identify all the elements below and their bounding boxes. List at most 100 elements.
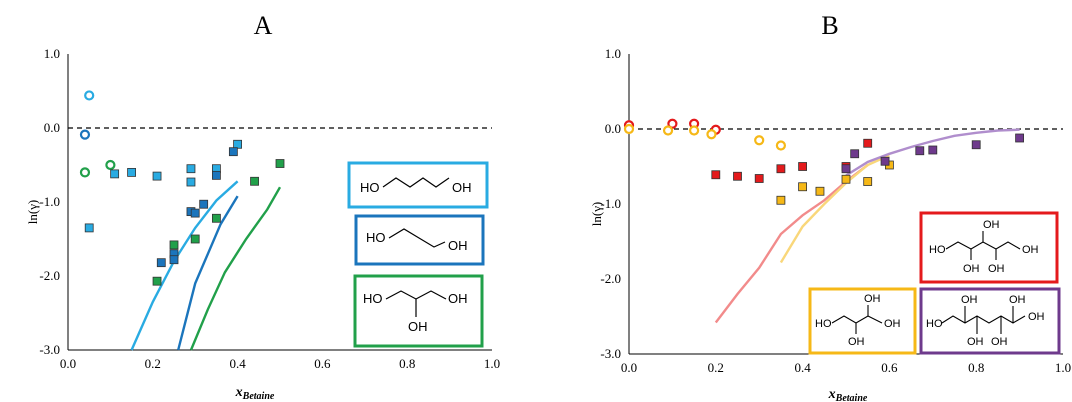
legend-b-0-label-2: OH — [1022, 244, 1039, 256]
legend-a-2-label-1: OH — [448, 291, 468, 306]
panel-b-y-tick-label: 0.0 — [605, 121, 621, 136]
panel-b-model-line-1 — [779, 154, 890, 264]
legend-b-1-label-2: OH — [884, 318, 901, 330]
legend-box-sorbitol-like: OH OH HO OH OH OH — [919, 287, 1061, 355]
panel-b-open-circle-point — [623, 123, 635, 135]
panel-a-x-tick-label: 1.0 — [484, 356, 500, 371]
panel-b-x-tick-label: 0.0 — [621, 360, 637, 375]
panel-b-x-tick-label: 1.0 — [1055, 360, 1071, 375]
legend-b-0-label-1: HO — [929, 244, 946, 256]
panel-a-y-tick-label: 0.0 — [44, 120, 60, 135]
panel-a-square-point — [233, 139, 243, 149]
legend-b-2-label-3: OH — [1028, 311, 1045, 323]
panel-b-title: B — [821, 11, 838, 40]
panel-b-open-circle-point — [775, 140, 787, 151]
panel-a-square-point — [250, 176, 259, 186]
panel-a: A ln(γ) xBetaine 0.0 0.2 0.4 0.6 0.8 1.0 1.0 0.… — [25, 11, 500, 402]
panel-a-square-point — [275, 159, 285, 168]
panel-a-x-tick-label: 0.8 — [399, 356, 415, 371]
legend-b-1-label-1: HO — [815, 318, 832, 330]
legend-a-2-label-0: HO — [363, 291, 383, 306]
panel-b-square-point — [1015, 133, 1024, 143]
panel-b-y-tick-label: -1.0 — [600, 196, 621, 211]
legend-box-glycerol: HO OH OH — [353, 274, 484, 348]
legend-box-ethylene-glycol: HO OH — [354, 214, 485, 266]
panel-b-square-point — [733, 171, 742, 181]
panel-a-square-point — [169, 240, 179, 250]
panel-a-square-point — [156, 258, 166, 268]
panel-a-square-point — [190, 234, 200, 244]
panel-a-square-point — [199, 199, 209, 209]
panel-a-open-circle-point — [84, 90, 95, 101]
panel-b-model-line-0 — [714, 164, 869, 324]
panel-a-y-tick-label: -3.0 — [39, 342, 60, 357]
panel-a-y-tick-label: 1.0 — [44, 46, 60, 61]
panel-b-y-tick-label: -3.0 — [600, 346, 621, 361]
panel-a-square-point — [110, 169, 120, 179]
legend-b-2-label-2: HO — [926, 318, 943, 330]
legend-b-2-label-0: OH — [961, 294, 978, 306]
panel-b-x-axis-label: xBetaine — [828, 387, 868, 402]
panel-b-square-point — [798, 182, 807, 192]
panel-b-square-point — [863, 177, 873, 186]
panel-b-square-point — [841, 174, 851, 184]
legend-a-2-label-2: OH — [408, 319, 428, 334]
panel-a-x-tick-label: 0.4 — [229, 356, 246, 371]
panel-b-x-tick-label: 0.2 — [708, 360, 724, 375]
panel-b-square-point — [850, 149, 860, 159]
panel-a-x-tick-label: 0.6 — [314, 356, 331, 371]
legend-box-xylitol-like: OH HO OH OH OH — [919, 211, 1059, 284]
panel-b-square-point — [798, 162, 807, 171]
legend-a-0-label-0: HO — [360, 180, 380, 195]
panel-a-square-point — [169, 255, 179, 265]
legend-b-0-label-4: OH — [988, 263, 1005, 275]
panel-b-square-point — [915, 146, 925, 156]
panel-b: B ln(γ) xBetaine 0.0 0.2 0.4 0.6 0.8 1.0 1.0 0.… — [589, 11, 1071, 402]
panel-b-square-point — [841, 164, 851, 174]
legend-b-0-label-3: OH — [963, 263, 980, 275]
legend-b-2-label-5: OH — [991, 336, 1008, 348]
panel-a-open-circle-point — [105, 159, 116, 171]
panel-b-open-circle-point — [662, 125, 674, 136]
panel-b-square-point — [971, 140, 981, 150]
panel-b-open-circle-point — [667, 118, 678, 129]
panel-b-model-line-2 — [845, 128, 1020, 177]
panel-a-square-point — [186, 177, 196, 187]
panel-a-y-tick-label: -1.0 — [39, 194, 60, 209]
panel-b-open-circle-point — [688, 125, 700, 136]
panel-a-square-point — [152, 171, 162, 181]
panel-b-square-point — [754, 174, 764, 183]
panel-b-square-point — [711, 170, 721, 180]
panel-b-square-point — [928, 145, 938, 155]
panel-a-square-point — [152, 276, 162, 286]
panel-a-square-point — [186, 164, 196, 174]
legend-a-1-label-1: OH — [448, 238, 468, 253]
panel-a-square-point — [228, 147, 238, 157]
panel-a-model-line-1 — [177, 195, 239, 351]
legend-a-1-label-0: HO — [366, 230, 386, 245]
legend-b-1-label-3: OH — [848, 336, 865, 348]
panel-a-model-line-2 — [189, 186, 282, 351]
panel-b-x-tick-label: 0.4 — [794, 360, 811, 375]
panel-b-y-axis-label: ln(γ) — [589, 202, 604, 227]
panel-b-x-tick-label: 0.8 — [968, 360, 984, 375]
panel-b-open-circle-point — [706, 129, 717, 140]
panel-a-y-tick-label: -2.0 — [39, 268, 60, 283]
panel-a-square-point — [84, 223, 94, 233]
panel-b-square-point — [863, 138, 873, 148]
panel-a-square-point — [190, 208, 200, 218]
panel-a-title: A — [254, 11, 273, 40]
panel-b-open-circle-point — [754, 135, 765, 146]
panel-a-open-circle-point — [79, 129, 91, 140]
panel-b-y-tick-label: -2.0 — [600, 271, 621, 286]
panel-b-square-point — [880, 156, 890, 166]
panel-b-x-tick-label: 0.6 — [881, 360, 898, 375]
legend-b-0-label-0: OH — [983, 219, 1000, 231]
panel-b-y-tick-label: 1.0 — [605, 46, 621, 61]
panel-a-model-line-0 — [130, 180, 239, 351]
legend-box-propanediol: HO OH — [347, 161, 489, 209]
legend-b-1-label-0: OH — [864, 293, 881, 305]
legend-b-2-label-1: OH — [1009, 294, 1026, 306]
legend-a-0-label-1: OH — [452, 180, 472, 195]
